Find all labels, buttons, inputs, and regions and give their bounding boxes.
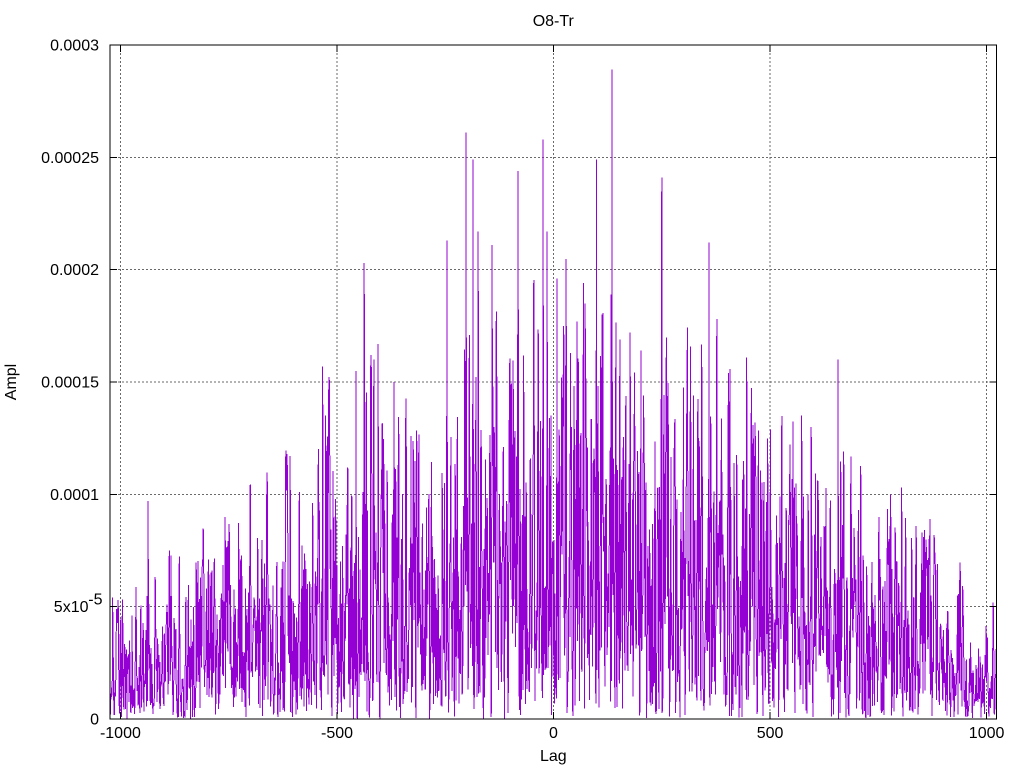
- svg-text:500: 500: [757, 725, 784, 742]
- svg-text:-500: -500: [321, 725, 353, 742]
- svg-text:5x10: 5x10: [54, 599, 89, 616]
- svg-text:0.0001: 0.0001: [50, 487, 99, 504]
- svg-text:0: 0: [549, 725, 558, 742]
- svg-text:Lag: Lag: [540, 748, 567, 765]
- svg-text:Ampl: Ampl: [3, 364, 20, 400]
- svg-text:0.00015: 0.00015: [41, 375, 99, 392]
- svg-text:1000: 1000: [969, 725, 1005, 742]
- svg-text:0.0002: 0.0002: [50, 262, 99, 279]
- svg-text:0.00025: 0.00025: [41, 150, 99, 167]
- svg-text:O8-Tr: O8-Tr: [533, 13, 575, 30]
- svg-text:0.0003: 0.0003: [50, 38, 99, 55]
- svg-text:-1000: -1000: [100, 725, 141, 742]
- svg-text:0: 0: [90, 712, 99, 729]
- svg-text:-5: -5: [88, 592, 102, 609]
